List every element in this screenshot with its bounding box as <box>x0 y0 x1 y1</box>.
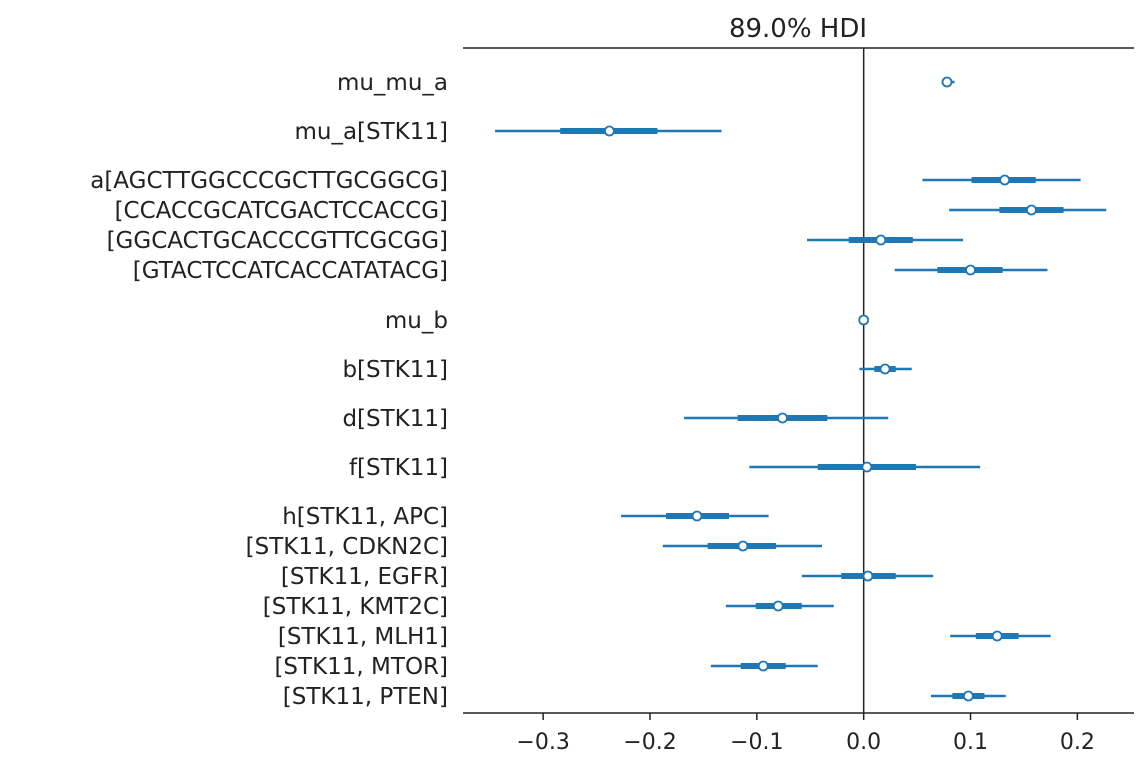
x-tick-label: −0.1 <box>730 730 783 755</box>
mean-point <box>772 600 784 612</box>
row-label: h[STK11, APC] <box>282 504 448 530</box>
x-tick-label: 0.2 <box>1060 730 1095 755</box>
mean-point <box>777 412 788 424</box>
mean-point <box>603 125 615 137</box>
mean-point <box>862 570 874 582</box>
mean-point <box>875 234 887 246</box>
row-label: [STK11, CDKN2C] <box>246 534 448 560</box>
mean-point <box>999 174 1011 186</box>
mean-point <box>861 461 873 473</box>
row-label: mu_mu_a <box>337 70 448 96</box>
x-tick-label: −0.2 <box>623 730 676 755</box>
row-label: [GGCACTGCACCCGTTCGCGG] <box>107 228 448 254</box>
row-labels: mu_mu_a mu_a[STK11] a[AGCTTGGCCCGCTTGCGGCG… <box>90 70 448 710</box>
row-label: d[STK11] <box>342 406 448 432</box>
row-label: mu_b <box>385 308 448 334</box>
row-label: f[STK11] <box>349 455 448 481</box>
row-label: [STK11, MTOR] <box>274 654 448 680</box>
mean-point <box>941 76 953 88</box>
mean-point <box>965 264 976 276</box>
mean-point <box>879 363 891 375</box>
mean-point <box>962 690 974 702</box>
mean-point <box>757 660 769 672</box>
row-label: b[STK11] <box>342 357 448 383</box>
mean-point <box>691 510 703 522</box>
row-label: [STK11, PTEN] <box>283 684 448 710</box>
row-label: [STK11, EGFR] <box>281 564 448 590</box>
chart-title: 89.0% HDI <box>729 14 867 44</box>
row-label: [STK11, KMT2C] <box>263 594 448 620</box>
row-label: [STK11, MLH1] <box>278 624 448 650</box>
mean-point <box>858 314 870 326</box>
x-tick-label: 0.1 <box>953 730 988 755</box>
forest-rows <box>495 76 1107 702</box>
row-label: [CCACCGCATCGACTCCACCG] <box>115 198 448 224</box>
x-axis-ticks: −0.3 −0.2 −0.1 0.0 0.1 0.2 <box>516 713 1095 755</box>
mean-point <box>1026 204 1037 216</box>
row-label: a[AGCTTGGCCCGCTTGCGGCG] <box>90 168 448 194</box>
row-label: [GTACTCCATCACCATATACG] <box>133 258 448 284</box>
row-label: mu_a[STK11] <box>294 119 448 145</box>
mean-point <box>991 630 1003 642</box>
mean-point <box>737 540 749 552</box>
x-tick-label: −0.3 <box>516 730 569 755</box>
x-tick-label: 0.0 <box>846 730 881 755</box>
